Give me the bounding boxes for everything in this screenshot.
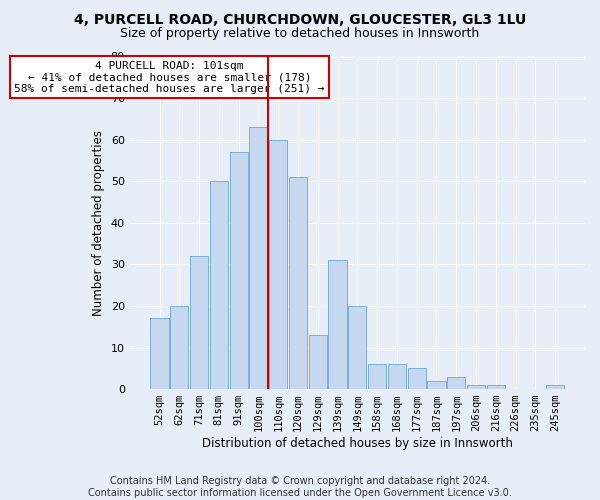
- Bar: [170, 306, 188, 389]
- Bar: [289, 177, 307, 389]
- Bar: [388, 364, 406, 389]
- Bar: [427, 381, 446, 389]
- Bar: [328, 260, 347, 389]
- Bar: [546, 385, 565, 389]
- Bar: [190, 256, 208, 389]
- Text: 4, PURCELL ROAD, CHURCHDOWN, GLOUCESTER, GL3 1LU: 4, PURCELL ROAD, CHURCHDOWN, GLOUCESTER,…: [74, 12, 526, 26]
- Bar: [487, 385, 505, 389]
- Text: 4 PURCELL ROAD: 101sqm
← 41% of detached houses are smaller (178)
58% of semi-de: 4 PURCELL ROAD: 101sqm ← 41% of detached…: [14, 60, 325, 94]
- Bar: [250, 127, 268, 389]
- Bar: [269, 140, 287, 389]
- Bar: [368, 364, 386, 389]
- Bar: [230, 152, 248, 389]
- Bar: [210, 181, 228, 389]
- Y-axis label: Number of detached properties: Number of detached properties: [92, 130, 105, 316]
- Bar: [308, 335, 327, 389]
- Text: Size of property relative to detached houses in Innsworth: Size of property relative to detached ho…: [121, 28, 479, 40]
- Bar: [467, 385, 485, 389]
- Bar: [447, 376, 466, 389]
- X-axis label: Distribution of detached houses by size in Innsworth: Distribution of detached houses by size …: [202, 437, 513, 450]
- Text: Contains HM Land Registry data © Crown copyright and database right 2024.
Contai: Contains HM Land Registry data © Crown c…: [88, 476, 512, 498]
- Bar: [151, 318, 169, 389]
- Bar: [407, 368, 426, 389]
- Bar: [348, 306, 367, 389]
